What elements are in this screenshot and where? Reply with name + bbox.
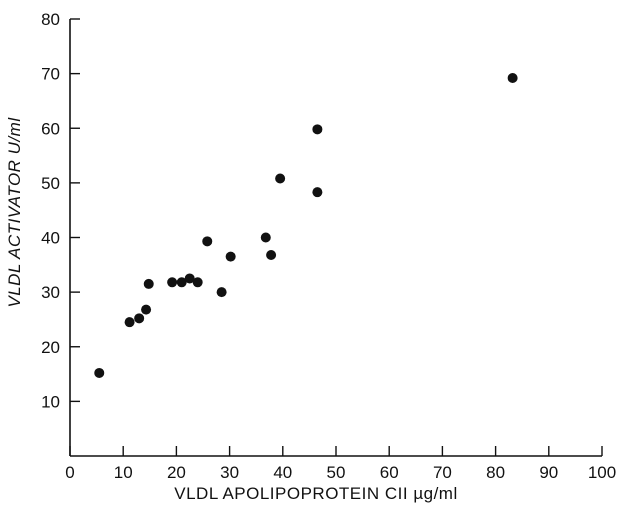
y-tick-label: 30 xyxy=(41,283,60,302)
x-tick-label: 40 xyxy=(273,463,292,482)
x-tick-label: 90 xyxy=(539,463,558,482)
x-ticks: 0 10 20 30 40 50 60 70 80 90 100 xyxy=(65,446,616,482)
data-point xyxy=(176,277,187,288)
x-tick-label: 10 xyxy=(114,463,133,482)
data-point xyxy=(124,317,135,328)
y-ticks: 10 20 30 40 50 60 70 80 xyxy=(41,10,80,411)
x-tick-label: 20 xyxy=(167,463,186,482)
data-point xyxy=(216,287,227,298)
x-tick-label: 80 xyxy=(486,463,505,482)
data-point xyxy=(266,249,277,260)
y-tick-label: 80 xyxy=(41,10,60,29)
y-tick-label: 70 xyxy=(41,65,60,84)
y-tick-label: 20 xyxy=(41,338,60,357)
data-point xyxy=(141,304,152,315)
data-point xyxy=(192,277,203,288)
data-point xyxy=(225,251,236,262)
data-point xyxy=(312,124,323,135)
data-point xyxy=(94,367,105,378)
x-tick-label: 50 xyxy=(327,463,346,482)
data-point xyxy=(143,278,154,289)
data-point xyxy=(275,173,286,184)
data-point xyxy=(167,277,178,288)
x-tick-label: 60 xyxy=(380,463,399,482)
x-tick-label: 0 xyxy=(65,463,74,482)
data-point xyxy=(202,236,213,247)
axes xyxy=(69,19,602,457)
y-tick-label: 10 xyxy=(41,392,60,411)
y-tick-label: 60 xyxy=(41,119,60,138)
y-axis-title: VLDL ACTIVATOR U/ml xyxy=(5,117,24,308)
data-point xyxy=(312,187,323,198)
x-tick-label: 30 xyxy=(220,463,239,482)
data-points xyxy=(94,72,518,378)
data-point xyxy=(507,72,518,83)
x-axis-title: VLDL APOLIPOPROTEIN CII µg/ml xyxy=(174,484,457,503)
y-tick-label: 50 xyxy=(41,174,60,193)
x-tick-label: 100 xyxy=(588,463,616,482)
data-point xyxy=(134,313,145,324)
y-tick-label: 40 xyxy=(41,229,60,248)
data-point xyxy=(260,232,271,243)
x-tick-label: 70 xyxy=(433,463,452,482)
data-point xyxy=(184,273,195,284)
